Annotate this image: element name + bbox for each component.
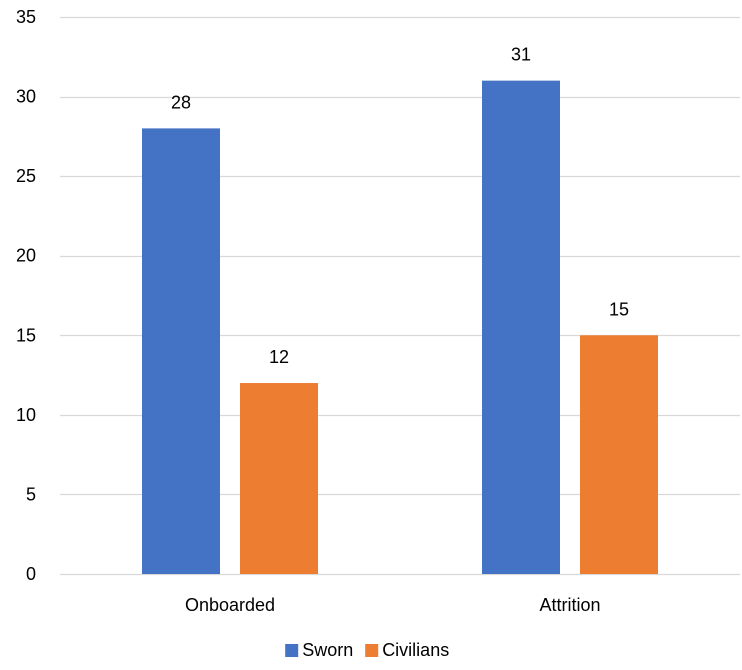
y-tick-label: 20 bbox=[16, 246, 36, 266]
legend: Sworn Civilians bbox=[285, 640, 449, 660]
data-labels: 28 12 31 15 bbox=[171, 45, 629, 367]
x-tick-label: Onboarded bbox=[185, 595, 275, 615]
x-tick-label: Attrition bbox=[539, 595, 600, 615]
legend-swatch bbox=[365, 644, 379, 657]
legend-item-sworn: Sworn bbox=[285, 640, 353, 660]
data-label: 15 bbox=[609, 299, 629, 319]
bar-sworn-attrition bbox=[482, 80, 560, 575]
y-tick-label: 0 bbox=[26, 564, 36, 584]
bars bbox=[142, 80, 658, 575]
legend-item-civilians: Civilians bbox=[365, 640, 449, 660]
legend-swatch bbox=[285, 644, 299, 657]
y-tick-label: 35 bbox=[16, 7, 36, 27]
y-tick-label: 30 bbox=[16, 87, 36, 107]
y-axis-ticks: 0 5 10 15 20 25 30 35 bbox=[16, 7, 36, 584]
y-tick-label: 15 bbox=[16, 325, 36, 345]
data-label: 28 bbox=[171, 92, 191, 112]
data-label: 31 bbox=[511, 45, 531, 65]
y-tick-label: 5 bbox=[26, 484, 36, 504]
legend-label: Sworn bbox=[302, 640, 353, 660]
legend-label: Civilians bbox=[382, 640, 449, 660]
y-tick-label: 25 bbox=[16, 166, 36, 186]
bar-civilians-onboarded bbox=[240, 383, 318, 574]
bar-sworn-onboarded bbox=[142, 128, 220, 574]
bar-civilians-attrition bbox=[580, 335, 658, 574]
data-label: 12 bbox=[269, 347, 289, 367]
x-axis-ticks: Onboarded Attrition bbox=[185, 595, 601, 615]
y-tick-label: 10 bbox=[16, 405, 36, 425]
